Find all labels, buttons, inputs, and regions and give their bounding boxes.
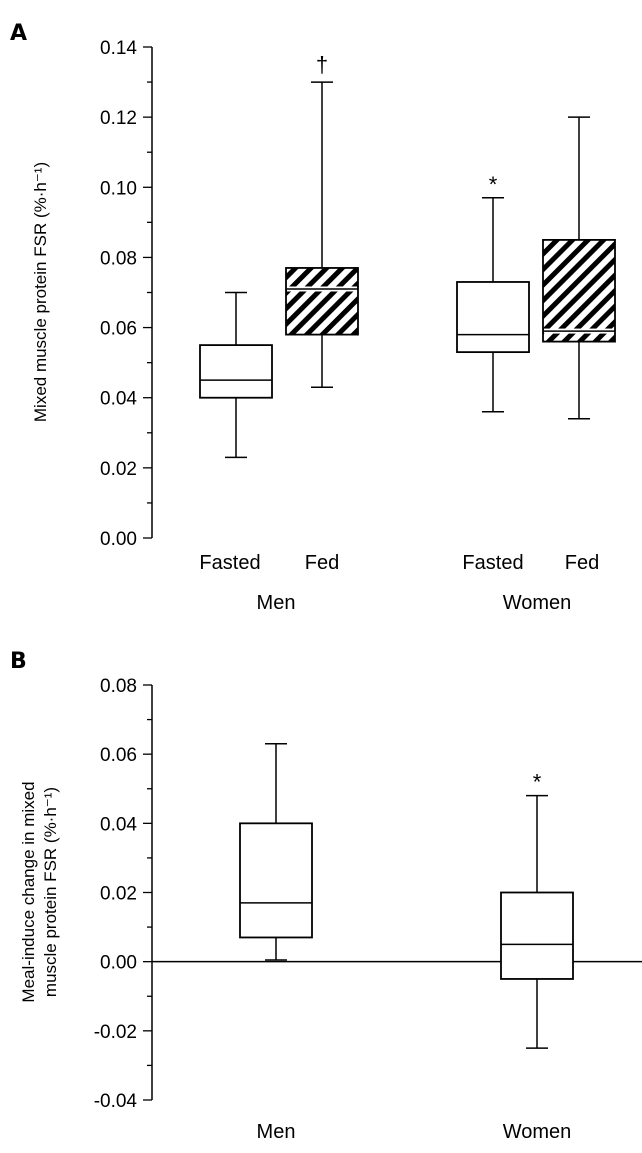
panel-a-label-fasted-men: Fasted [199,552,260,574]
panel-a-boxes: †* [199,52,616,459]
panel-a-label-fasted-women: Fasted [462,552,523,574]
panel-b-letter: B [10,649,27,674]
panel-a-box-3-box [456,281,530,354]
panel-a-y-axis-label: Mixed muscle protein FSR (%·h⁻¹) [31,162,50,422]
panel-b-box-2-box [500,891,574,980]
panel-a-y-axis: 0.00 0.02 0.04 0.06 0.08 0.10 0.12 0.14 [100,38,153,550]
panel-b-y-tick-label: 0.00 [100,953,137,974]
panel-a-y-tick-label: 0.02 [100,459,137,480]
panel-b-y-tick-label: 0.06 [100,745,137,766]
panel-b-label-men: Men [257,1121,296,1143]
panel-b-y-tick-label: -0.02 [94,1022,137,1043]
panel-b-y-tick-label: 0.08 [100,676,137,697]
panel-a-y-tick-label: 0.06 [100,319,137,340]
panel-a-box-1-box [199,344,273,399]
panel-a-y-tick-label: 0.12 [100,108,137,129]
panel-b-box-2-marker: * [533,770,542,795]
panel-b-y-axis-label: Meal-induce change in mixed muscle protei… [19,781,60,1002]
panel-b-label-women: Women [503,1121,572,1143]
panel-a-group-women: Women [503,592,572,614]
panel-b-boxes: * [152,743,642,1049]
panel-a: A Mixed muscle protein FSR (%·h⁻¹) 0.000… [10,21,616,614]
panel-a-label-fed-women: Fed [565,552,599,574]
panel-a-box-2-box [285,267,359,336]
panel-b-y-tick-label: -0.04 [94,1091,138,1112]
panel-a-y-tick-label: 0.04 [100,389,137,410]
panel-b: B Meal-induce change in mixed muscle prot… [10,649,642,1143]
panel-b-box-1-box [239,822,313,939]
panel-b-y-axis-label-line-1: Meal-induce change in mixed [19,781,38,1002]
panel-a-y-tick-label: 0.14 [100,38,137,59]
panel-a-box-4-box [542,238,616,343]
panel-a-label-fed-men: Fed [305,552,339,574]
panel-a-box-2-marker: † [316,52,328,77]
panel-a-group-men: Men [257,592,296,614]
panel-b-y-axis: -0.04 -0.02 0.00 0.02 0.04 0.06 0.08 [94,676,153,1112]
panel-a-box-3-marker: * [489,172,498,197]
panel-a-y-tick-label: 0.00 [100,529,137,550]
panel-b-y-axis-label-line-2: muscle protein FSR (%·h⁻¹) [41,787,60,997]
panel-b-y-tick-label: 0.02 [100,884,137,905]
panel-b-y-tick-label: 0.04 [100,814,137,835]
panel-a-y-tick-label: 0.08 [100,248,137,269]
panel-a-y-tick-label: 0.10 [100,178,137,199]
panel-a-y-axis-label-text: Mixed muscle protein FSR (%·h⁻¹) [31,162,50,422]
panel-a-letter: A [10,21,27,46]
